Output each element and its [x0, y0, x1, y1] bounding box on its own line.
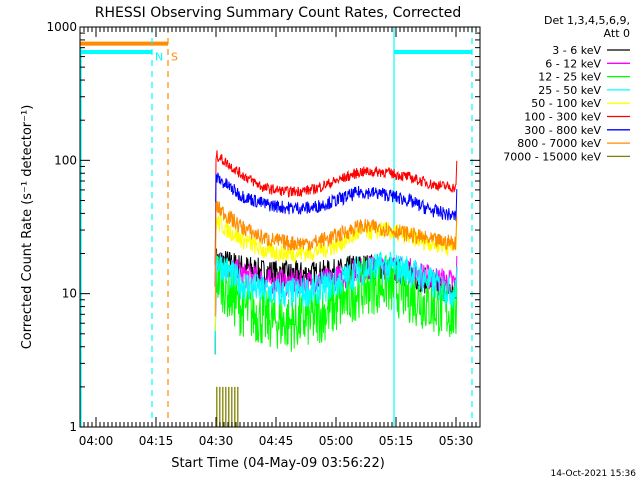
x-tick-label: 05:30 — [439, 434, 474, 448]
x-tick-label: 05:15 — [379, 434, 414, 448]
y-axis: 1 10 100 1000 — [46, 20, 480, 434]
x-axis-label: Start Time (04-May-09 03:56:22) — [171, 456, 385, 471]
x-tick-label: 04:15 — [139, 434, 174, 448]
y-tick-label: 10 — [62, 287, 77, 301]
footer-timestamp: 14-Oct-2021 15:36 — [551, 469, 637, 479]
legend-label: 800 - 7000 keV — [517, 137, 601, 150]
series-100-300-kev — [214, 150, 458, 265]
chart-title: RHESSI Observing Summary Count Rates, Co… — [95, 5, 461, 21]
plot-frame — [79, 26, 481, 428]
legend-label: 3 - 6 keV — [552, 44, 601, 57]
x-tick-label: 05:00 — [319, 434, 354, 448]
annotation-s: S — [171, 51, 178, 64]
legend-label: 50 - 100 keV — [531, 97, 601, 110]
legend-label: 6 - 12 keV — [545, 57, 601, 70]
series-7000-15000-kev — [216, 386, 239, 427]
annotation-n: N — [155, 51, 163, 64]
y-axis-label: Corrected Count Rate (s⁻¹ detector⁻¹) — [20, 105, 35, 350]
legend-label: 300 - 800 keV — [524, 124, 601, 137]
series-25-50-kev — [214, 251, 458, 355]
series-300-800-kev — [214, 172, 458, 287]
x-axis: 04:00 04:15 04:30 04:45 05:00 05:15 05:30 — [79, 27, 481, 448]
x-tick-label: 04:30 — [199, 434, 234, 448]
series-12-25-kev — [214, 251, 458, 355]
legend-label: 25 - 50 keV — [538, 84, 601, 97]
legend-label: 100 - 300 keV — [524, 111, 601, 124]
y-tick-label: 100 — [54, 153, 77, 167]
x-tick-label: 04:45 — [259, 434, 294, 448]
series-800-7000-kev — [214, 201, 458, 317]
legend-header-line: Att 0 — [604, 27, 630, 40]
legend-label: 12 - 25 keV — [538, 71, 601, 84]
legend-label: 7000 - 15000 keV — [503, 150, 601, 163]
y-tick-label: 1000 — [46, 20, 77, 34]
y-tick-label: 1 — [69, 420, 77, 434]
legend-header-line: Det 1,3,4,5,6,9, — [544, 14, 630, 27]
x-tick-label: 04:00 — [79, 434, 114, 448]
